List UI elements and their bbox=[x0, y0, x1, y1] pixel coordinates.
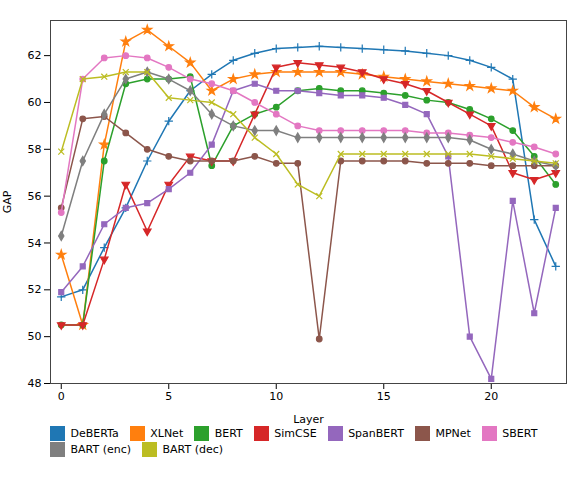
svg-text:58: 58 bbox=[28, 143, 42, 156]
svg-text:Layer: Layer bbox=[293, 413, 324, 426]
html-text:MPNet: MPNet bbox=[435, 426, 471, 440]
html-text:XLNet: XLNet bbox=[150, 426, 184, 440]
svg-text:10: 10 bbox=[269, 390, 283, 403]
html-text:BART (dec): BART (dec) bbox=[162, 443, 223, 457]
svg-text:5: 5 bbox=[165, 390, 172, 403]
html-text:BERT: BERT bbox=[214, 426, 243, 440]
html-text:BART (enc): BART (enc) bbox=[70, 443, 131, 457]
svg-text:GAP: GAP bbox=[1, 190, 14, 213]
svg-text:60: 60 bbox=[28, 96, 42, 109]
html-text:SpanBERT: SpanBERT bbox=[348, 426, 404, 440]
svg-text:48: 48 bbox=[28, 377, 42, 390]
svg-text:0: 0 bbox=[58, 390, 65, 403]
html-text:SimCSE: SimCSE bbox=[274, 426, 317, 440]
html-text:DeBERTa: DeBERTa bbox=[70, 426, 119, 440]
html-text:SBERT: SBERT bbox=[502, 426, 538, 440]
svg-text:52: 52 bbox=[28, 283, 42, 296]
svg-text:50: 50 bbox=[28, 330, 42, 343]
svg-text:56: 56 bbox=[28, 190, 42, 203]
svg-text:15: 15 bbox=[377, 390, 391, 403]
svg-text:54: 54 bbox=[28, 237, 42, 250]
svg-text:20: 20 bbox=[484, 390, 498, 403]
svg-text:62: 62 bbox=[28, 49, 42, 62]
